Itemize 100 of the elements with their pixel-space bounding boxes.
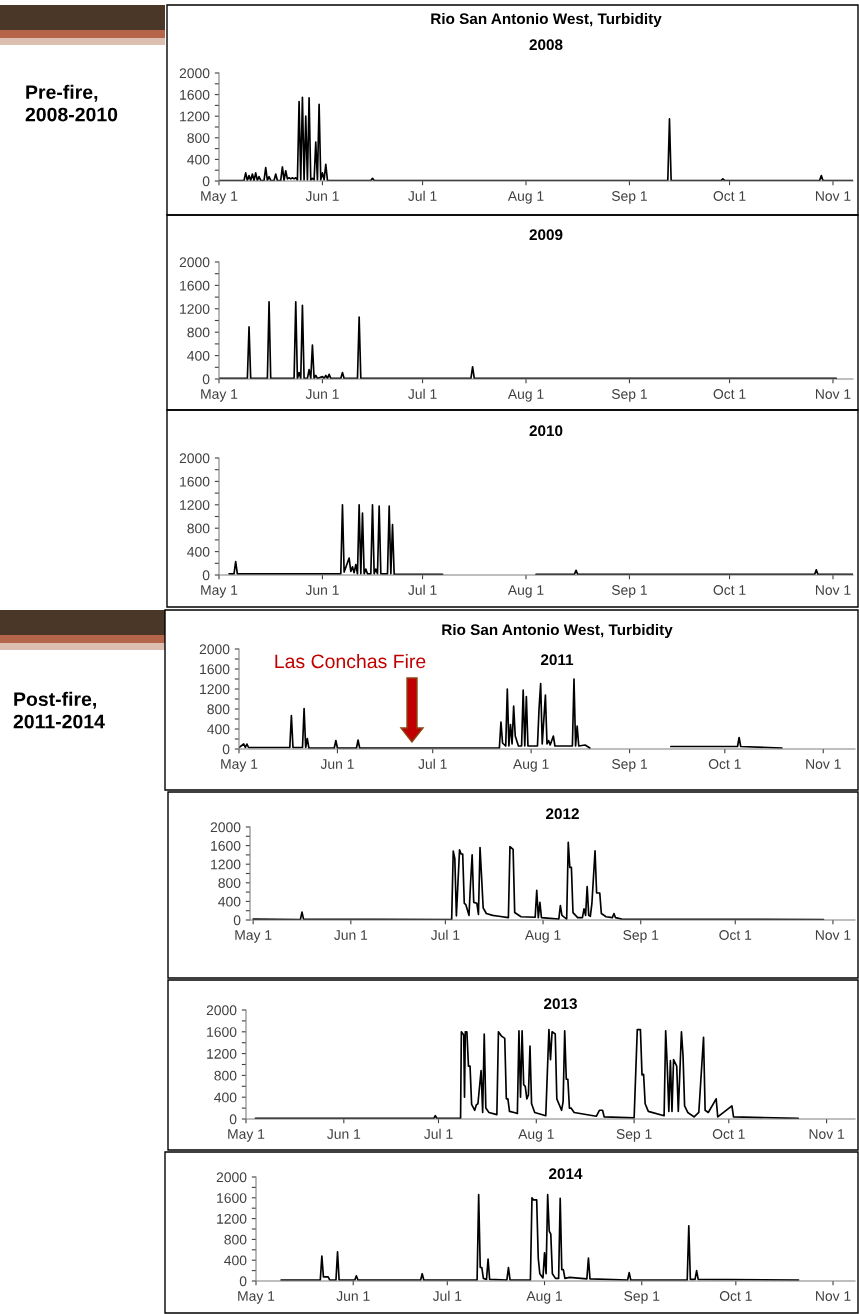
x-tick-label: Aug 1 — [507, 191, 544, 204]
chart-title: 2014 — [549, 1168, 583, 1180]
y-tick-label: 1200 — [180, 500, 210, 510]
x-tick-label: Nov 1 — [806, 759, 841, 769]
x-tick-label: Nov 1 — [816, 1291, 851, 1301]
y-tick-label: 0 — [233, 915, 241, 926]
y-tick-label: 800 — [187, 133, 210, 143]
x-tick-label: May 1 — [221, 759, 258, 772]
y-tick-label: 1200 — [211, 859, 241, 870]
y-tick-label: 1600 — [207, 1027, 237, 1037]
chart-title: 2012 — [546, 808, 579, 820]
x-tick-label: Aug 1 — [526, 1291, 562, 1304]
x-tick-label: Nov 1 — [815, 389, 851, 399]
y-tick-label: 1200 — [200, 684, 230, 695]
y-tick-label: 2000 — [179, 68, 210, 79]
x-tick-label: Nov 1 — [809, 1129, 845, 1139]
x-tick-label: Aug 1 — [507, 389, 544, 402]
x-tick-label: Sep 1 — [623, 930, 659, 943]
chart-title: 2013 — [544, 998, 577, 1010]
x-tick-label: Sep 1 — [624, 1291, 660, 1304]
y-tick-label: 1200 — [217, 1213, 247, 1224]
y-tick-label: 800 — [224, 1234, 247, 1245]
annotation: Las Conchas Fire — [275, 653, 426, 669]
x-tick-label: Jul 1 — [430, 929, 460, 940]
x-tick-label: Jun 1 — [320, 759, 354, 769]
x-tick-label: May 1 — [201, 389, 238, 402]
x-tick-label: Jun 1 — [305, 585, 339, 595]
y-tick-label: 1600 — [211, 840, 241, 851]
y-tick-label: 0 — [202, 570, 210, 581]
x-tick-label: Oct 1 — [713, 191, 746, 201]
x-tick-label: Oct 1 — [712, 1129, 745, 1139]
y-tick-label: 2000 — [206, 1005, 237, 1016]
y-tick-label: 2000 — [216, 1172, 247, 1183]
x-tick-label: Oct 1 — [708, 759, 741, 769]
y-tick-label: 0 — [202, 374, 210, 385]
chart-title: Rio San Antonio West, Turbidity — [431, 12, 662, 28]
text: Post-fire, 2011-2014 — [13, 691, 105, 729]
x-tick-label: Jun 1 — [336, 1291, 370, 1301]
y-tick-label: 0 — [229, 1114, 237, 1125]
y-tick-label: 1600 — [180, 476, 210, 487]
x-tick-label: Jul 1 — [424, 1128, 453, 1139]
y-tick-label: 400 — [207, 724, 230, 735]
y-tick-label: 400 — [187, 350, 210, 361]
y-tick-label: 1200 — [180, 111, 210, 122]
y-tick-label: 800 — [214, 1070, 237, 1081]
y-tick-label: 1200 — [207, 1048, 237, 1059]
x-tick-label: Jul 1 — [408, 388, 437, 399]
y-tick-label: 1600 — [180, 89, 210, 100]
y-tick-label: 2000 — [179, 453, 210, 464]
chart-title: 2009 — [529, 229, 563, 241]
x-tick-label: May 1 — [201, 191, 238, 204]
y-tick-label: 0 — [222, 744, 230, 755]
x-tick-label: Jul 1 — [408, 190, 437, 201]
x-tick-label: Nov 1 — [815, 191, 851, 201]
y-tick-label: 400 — [187, 154, 210, 165]
x-tick-label: Sep 1 — [612, 759, 648, 772]
chart-title: 2010 — [529, 425, 563, 437]
x-tick-label: Jul 1 — [408, 584, 437, 595]
y-tick-label: 0 — [239, 1276, 247, 1287]
y-tick-label: 2000 — [199, 644, 230, 655]
y-tick-label: 1600 — [200, 664, 230, 675]
x-tick-label: Aug 1 — [507, 585, 544, 598]
y-tick-label: 800 — [218, 878, 241, 888]
x-tick-label: Nov 1 — [815, 585, 851, 595]
x-tick-label: Aug 1 — [513, 759, 549, 772]
x-tick-label: Jun 1 — [334, 930, 368, 940]
x-tick-label: Oct 1 — [713, 585, 746, 595]
x-tick-label: May 1 — [228, 1129, 265, 1142]
x-tick-label: Sep 1 — [611, 191, 647, 204]
x-tick-label: Oct 1 — [713, 389, 746, 399]
y-tick-label: 2000 — [210, 822, 241, 833]
y-tick-label: 400 — [224, 1255, 247, 1266]
y-tick-label: 800 — [207, 704, 230, 715]
y-tick-label: 400 — [187, 546, 210, 557]
x-tick-label: Jul 1 — [432, 1290, 462, 1301]
chart-subtitle: 2008 — [529, 39, 563, 51]
x-tick-label: Jul 1 — [418, 758, 447, 769]
x-tick-label: Jun 1 — [305, 191, 339, 201]
y-tick-label: 1600 — [217, 1193, 247, 1203]
x-tick-label: Sep 1 — [611, 389, 647, 402]
y-tick-label: 800 — [187, 523, 210, 534]
x-tick-label: Oct 1 — [719, 1291, 752, 1301]
y-tick-label: 1600 — [180, 280, 210, 291]
x-tick-label: Sep 1 — [611, 585, 647, 598]
y-tick-label: 0 — [202, 176, 210, 187]
x-tick-label: Nov 1 — [815, 930, 851, 940]
chart-subtitle: 2011 — [540, 654, 574, 666]
x-tick-label: Sep 1 — [616, 1129, 652, 1142]
y-tick-label: 800 — [187, 327, 210, 338]
x-tick-label: May 1 — [238, 1291, 275, 1304]
x-tick-label: Jun 1 — [327, 1129, 361, 1139]
x-tick-label: Aug 1 — [524, 930, 561, 943]
x-tick-label: Oct 1 — [719, 930, 752, 940]
x-tick-label: May 1 — [201, 585, 238, 598]
x-tick-label: Jun 1 — [305, 389, 339, 399]
y-tick-label: 1200 — [180, 304, 210, 314]
x-tick-label: May 1 — [235, 930, 272, 943]
chart-title: Rio San Antonio West, Turbidity — [442, 623, 673, 639]
y-tick-label: 2000 — [179, 257, 210, 268]
text: Pre-fire, 2008-2010 — [25, 84, 118, 122]
